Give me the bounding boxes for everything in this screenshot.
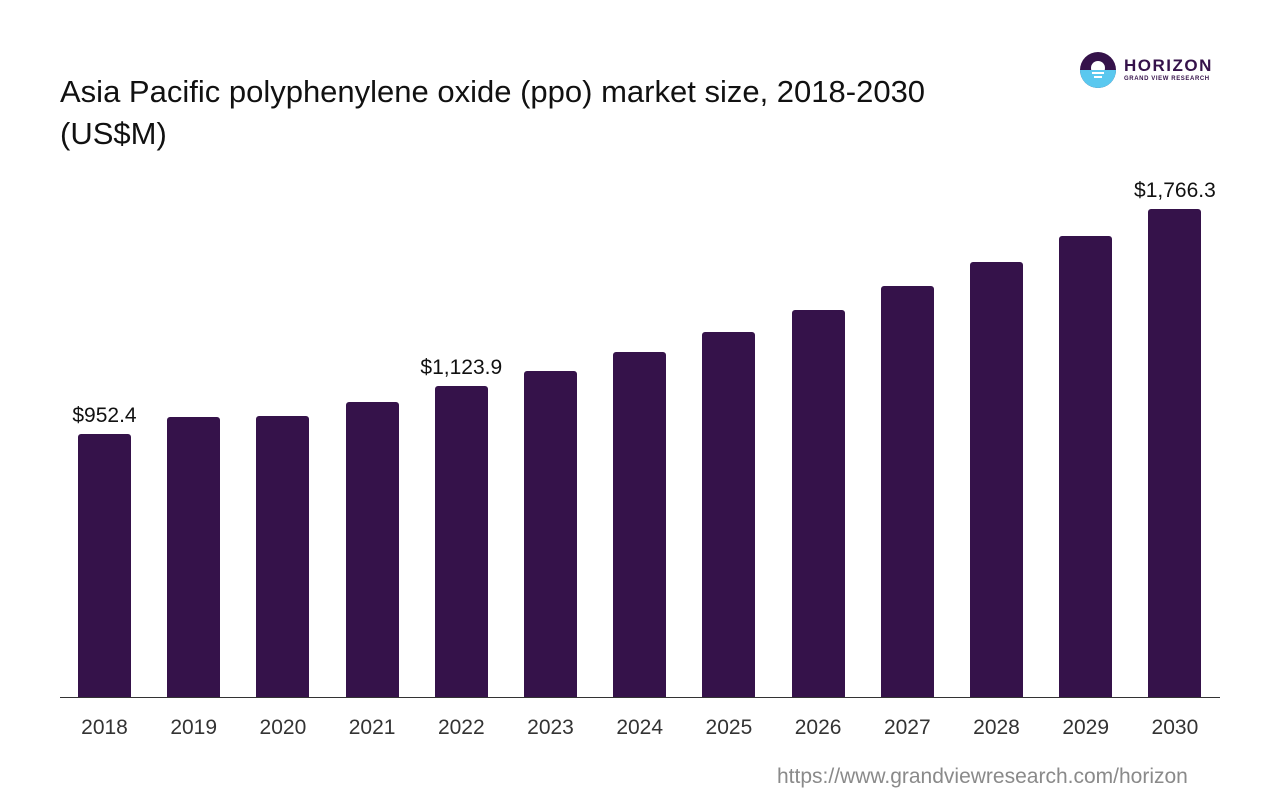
horizon-sun-icon	[1080, 52, 1116, 88]
bar-2027	[880, 286, 934, 697]
x-tick-label: 2027	[883, 716, 931, 739]
bar-2023	[524, 371, 577, 697]
x-tick-label: 2022	[437, 716, 485, 739]
bar-2019	[167, 417, 221, 697]
horizon-logo: HORIZON GRAND VIEW RESEARCH	[1080, 52, 1213, 88]
x-axis-line	[60, 697, 1220, 698]
x-tick-label: 2018	[81, 716, 128, 739]
data-label: $1,123.9	[420, 356, 503, 379]
data-label: $952.4	[72, 404, 137, 427]
bar-2030	[1148, 209, 1202, 697]
x-tick-label: 2025	[705, 716, 753, 739]
x-tick-label: 2021	[348, 716, 396, 739]
x-tick-label: 2020	[259, 716, 307, 739]
chart-title: Asia Pacific polyphenylene oxide (ppo) m…	[60, 73, 926, 151]
x-tick-label: 2028	[973, 716, 1020, 739]
x-tick-label: 2029	[1062, 716, 1110, 739]
source-url: https://www.grandviewresearch.com/horizo…	[777, 765, 1188, 788]
bar-2018	[78, 434, 131, 697]
bar-2028	[970, 262, 1023, 697]
x-tick-label: 2026	[794, 716, 842, 739]
x-tick-label: 2030	[1151, 716, 1199, 739]
bar-2025	[702, 332, 756, 697]
bar-2021	[345, 402, 399, 697]
x-tick-label: 2019	[170, 716, 218, 739]
bar-2020	[256, 416, 310, 697]
bar-2029	[1059, 236, 1113, 697]
x-tick-label: 2023	[527, 716, 574, 739]
bar-2024	[613, 352, 667, 697]
logo-name: HORIZON	[1124, 56, 1213, 75]
bar-2026	[791, 310, 845, 697]
logo-subtitle: GRAND VIEW RESEARCH	[1124, 76, 1210, 82]
x-tick-label: 2024	[616, 716, 664, 739]
bar-2022	[434, 386, 488, 697]
data-label: $1,766.3	[1134, 179, 1216, 202]
